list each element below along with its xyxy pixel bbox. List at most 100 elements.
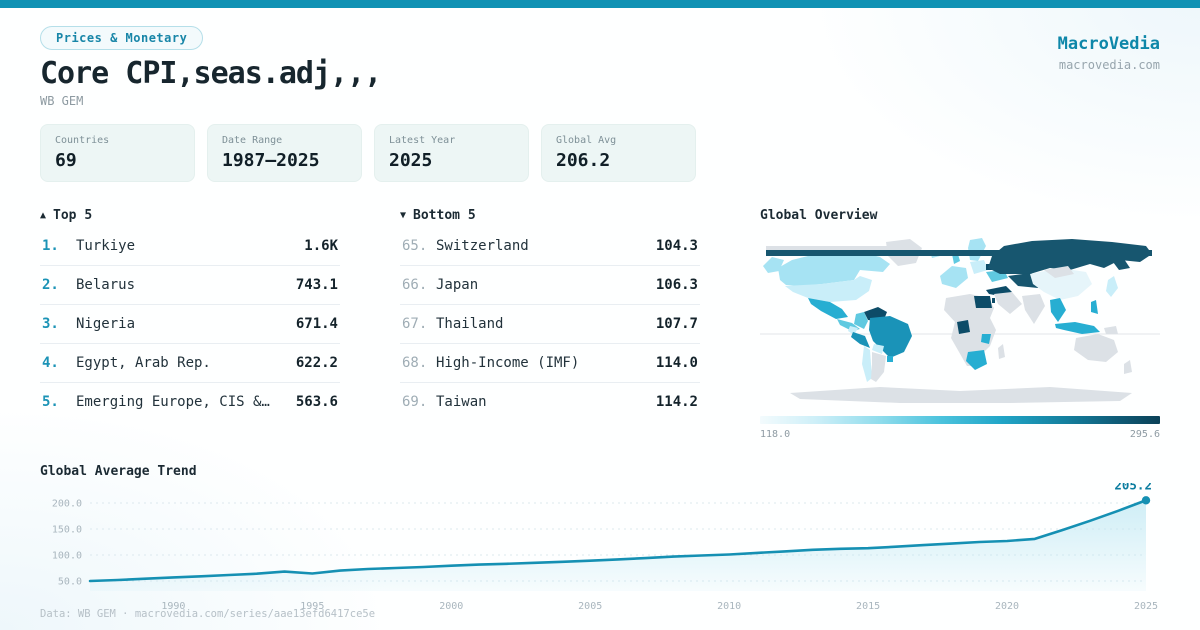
country-name: Nigeria <box>76 315 136 332</box>
triangle-down-icon: ▼ <box>400 209 407 221</box>
rank-number: 67. <box>402 315 428 332</box>
country-value: 743.1 <box>295 276 338 293</box>
country-value: 104.3 <box>655 237 698 254</box>
map-wrap-band-gray <box>766 245 916 250</box>
rank-number: 68. <box>402 354 428 371</box>
header-left: Prices & Monetary Core CPI,seas.adj,,, W… <box>40 26 382 108</box>
stat-label: Countries <box>55 134 110 146</box>
map-region-new-zealand <box>1124 359 1132 374</box>
country-value: 107.7 <box>655 315 698 332</box>
color-scale-labels: 118.0 295.6 <box>760 429 1160 440</box>
svg-text:2025: 2025 <box>1134 601 1158 612</box>
country-name: Thailand <box>436 315 504 332</box>
map-region-western-europe <box>940 265 968 288</box>
map-region-middle-east <box>994 291 1022 314</box>
map-region-bolivia <box>872 343 884 354</box>
list-item: 3. Nigeria 671.4 <box>40 305 340 344</box>
page-title: Core CPI,seas.adj,,, <box>40 56 382 91</box>
map-region-israel <box>992 297 995 303</box>
map-region-usa <box>785 275 872 302</box>
stats-row: Countries 69 Date Range 1987—2025 Latest… <box>40 123 1160 182</box>
svg-text:50.0: 50.0 <box>58 576 82 587</box>
color-scale-bar <box>760 415 1160 424</box>
stat-value: 2025 <box>389 149 433 171</box>
map-region-eastern-europe <box>970 259 988 274</box>
svg-text:2015: 2015 <box>856 601 880 612</box>
map-region-new-guinea <box>1104 325 1118 334</box>
stat-value: 206.2 <box>556 149 611 171</box>
list-item: 65. Switzerland 104.3 <box>400 227 700 266</box>
svg-text:205.2: 205.2 <box>1114 483 1152 492</box>
top5-heading: ▲ Top 5 <box>40 207 93 223</box>
trend-heading: Global Average Trend <box>40 463 197 479</box>
map-region-canada <box>778 250 890 286</box>
stat-card-date-range: Date Range 1987—2025 <box>207 123 362 182</box>
stat-label: Date Range <box>222 134 283 146</box>
svg-text:2010: 2010 <box>717 601 741 612</box>
rank-number: 1. <box>42 237 59 254</box>
trend-section: Global Average Trend 50.0 100.0 150.0 200.0… <box>40 464 1160 615</box>
brand-block: MacroVedia macrovedia.com <box>1058 26 1160 72</box>
country-name: High-Income (IMF) <box>436 354 580 371</box>
rank-number: 2. <box>42 276 59 293</box>
rank-number: 66. <box>402 276 428 293</box>
map-region-se-asia <box>1050 297 1066 322</box>
stat-card-global-avg: Global Avg 206.2 <box>541 123 696 182</box>
list-item: 66. Japan 106.3 <box>400 266 700 305</box>
svg-text:150.0: 150.0 <box>52 524 82 535</box>
header: Prices & Monetary Core CPI,seas.adj,,, W… <box>40 26 1160 108</box>
stat-label: Latest Year <box>389 134 456 146</box>
stat-value: 69 <box>55 149 77 171</box>
bottom5-heading: ▼ Bottom 5 <box>400 207 476 223</box>
map-region-china <box>1030 267 1092 300</box>
rank-number: 65. <box>402 237 428 254</box>
map-region-colombia <box>854 311 868 329</box>
accent-top-bar <box>0 0 1200 8</box>
map-region-argentina <box>871 351 886 382</box>
map-region-uganda <box>981 333 991 344</box>
brand-domain: macrovedia.com <box>1058 58 1160 72</box>
rank-number: 69. <box>402 393 428 410</box>
brand-name: MacroVedia <box>1057 34 1160 54</box>
list-item: 67. Thailand 107.7 <box>400 305 700 344</box>
map-region-nigeria <box>957 319 970 334</box>
country-name: Switzerland <box>436 237 529 254</box>
svg-text:1990: 1990 <box>161 601 185 612</box>
country-name: Egypt, Arab Rep. <box>76 354 211 371</box>
map-region-russia <box>988 238 1152 274</box>
country-value: 622.2 <box>295 354 338 371</box>
country-name: Japan <box>436 276 479 293</box>
country-name: Turkiye <box>76 237 136 254</box>
source-subtitle: WB GEM <box>40 93 84 108</box>
map-region-peru <box>851 331 870 348</box>
country-value: 671.4 <box>295 315 338 332</box>
map-wrap-band-dark <box>766 249 1152 256</box>
bottom5-list: 65. Switzerland 104.3 66. Japan 106.3 67… <box>400 227 700 421</box>
country-value: 563.6 <box>295 393 338 410</box>
map-region-africa <box>944 293 996 366</box>
country-value: 114.0 <box>655 354 698 371</box>
list-item: 2. Belarus 743.1 <box>40 266 340 305</box>
stat-label: Global Avg <box>556 134 617 146</box>
scale-min-label: 118.0 <box>760 428 791 440</box>
country-name: Taiwan <box>436 393 487 410</box>
svg-text:100.0: 100.0 <box>52 550 82 561</box>
map-region-antarctica <box>790 386 1132 403</box>
map-region-uruguay <box>887 355 893 362</box>
map-region-japan <box>1106 275 1118 297</box>
country-value: 114.2 <box>655 393 698 410</box>
rank-number: 4. <box>42 354 59 371</box>
map-region-egypt <box>974 295 992 308</box>
map-region-philippines <box>1091 299 1098 314</box>
map-region-madagascar <box>998 343 1005 359</box>
map-region-india <box>1022 293 1045 324</box>
country-value: 1.6K <box>304 237 338 254</box>
map-region-south-africa <box>966 349 987 370</box>
map-region-mongolia <box>1044 265 1074 278</box>
world-choropleth-map <box>760 237 1160 403</box>
stat-card-countries: Countries 69 <box>40 123 195 182</box>
bottom5-panel: ▼ Bottom 5 65. Switzerland 104.3 66. Japa… <box>400 208 700 440</box>
map-region-chile <box>862 345 872 382</box>
top5-list: 1. Turkiye 1.6K 2. Belarus 743.1 3. Nige… <box>40 227 340 421</box>
